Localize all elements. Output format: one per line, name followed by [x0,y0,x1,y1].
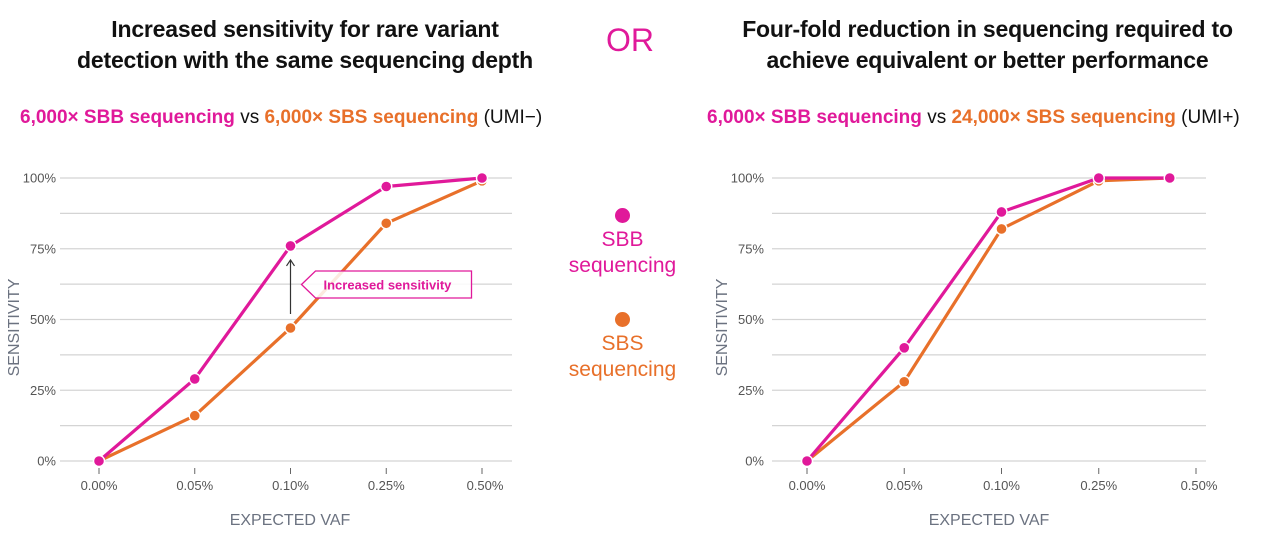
y-tick-label: 100% [731,171,765,186]
left-subtitle-suffix: (UMI−) [483,107,543,128]
x-tick-label: 0.00% [81,478,118,493]
x-tick-label: 0.10% [272,478,309,493]
right-title-line2: achieve equivalent or better performance [766,47,1209,73]
annotation: Increased sensitivity [286,258,473,314]
left-title-line2: detection with the same sequencing depth [77,47,533,73]
legend-sbb-label-line1: SBB [601,228,644,251]
x-tick-label: 0.25% [1080,478,1117,493]
x-axis: 0.00% 0.05% 0.10% 0.25% 0.50% [81,468,504,493]
right-subtitle-sbs: 24,000× SBS sequencing [951,107,1176,128]
y-tick-label: 25% [738,383,764,398]
or-label: OR [606,22,654,58]
data-point [188,409,201,422]
legend-sbs-dot-icon [615,312,630,327]
data-point [380,180,393,193]
annotation-callout-box [300,270,473,299]
right-sensitivity-chart: 0% 25% 50% 75% 100% 0.00% 0.05% 0.10% 0.25% 0.50%… [714,171,1218,530]
x-tick-label: 0.00% [789,478,826,493]
left-title-line1: Increased sensitivity for rare variant [111,16,499,42]
data-point [475,171,489,185]
left-subtitle-sbs: 6,000× SBS sequencing [264,107,479,128]
y-tick-label: 25% [30,383,56,398]
x-tick-label: 0.05% [176,478,213,493]
series-sbb-sequencing [800,171,1176,468]
right-subtitle-suffix: (UMI+) [1181,107,1240,128]
y-tick-label: 100% [23,171,57,186]
data-point [995,222,1008,236]
y-tick-label: 50% [738,312,764,327]
data-point [92,454,106,468]
legend-sbs-label-line1: SBS [601,332,644,355]
y-axis-title: SENSITIVITY [6,278,23,376]
x-axis-title: EXPECTED VAF [230,512,351,529]
series-line [98,179,483,463]
right-chart-subtitle: 6,000× SBB sequencing vs 24,000× SBS seq… [707,107,1240,129]
arrow-up-icon [286,258,295,267]
legend-item-sbs: SBS sequencing [560,312,685,383]
data-point [1163,171,1176,185]
gridlines [772,177,1206,462]
left-chart-title: Increased sensitivity for rare variant d… [40,14,570,76]
y-axis-title: SENSITIVITY [714,278,731,376]
left-chart-subtitle: 6,000× SBB sequencing vs 6,000× SBS sequ… [20,107,542,129]
y-tick-label: 0% [37,454,56,469]
data-point [1092,171,1105,185]
x-axis: 0.00% 0.05% 0.10% 0.25% 0.50% [789,468,1218,493]
data-point [284,239,297,253]
legend-sbs-label-line2: sequencing [568,358,677,381]
x-tick-label: 0.50% [467,478,504,493]
data-point [800,454,814,468]
legend-sbb-label-line2: sequencing [568,254,677,277]
data-point [188,372,201,386]
series-sbs-sequencing [92,174,489,468]
data-point [898,375,911,388]
x-tick-label: 0.10% [983,478,1020,493]
y-axis: 0% 25% 50% 75% 100% [731,171,765,469]
right-chart-title: Four-fold reduction in sequencing requir… [700,14,1275,76]
left-subtitle-sbb: 6,000× SBB sequencing [20,107,235,128]
x-tick-label: 0.25% [368,478,405,493]
right-subtitle-vs: vs [927,107,947,128]
y-tick-label: 0% [745,454,764,469]
data-point [284,321,297,335]
series-sbb-sequencing [92,171,489,468]
data-point [898,341,911,355]
y-axis: 0% 25% 50% 75% 100% [23,171,57,469]
left-sensitivity-chart: 0% 25% 50% 75% 100% 0.00% 0.05% 0.10% 0.25% 0.50%… [6,171,512,529]
right-title-line1: Four-fold reduction in sequencing requir… [742,16,1233,42]
legend-sbb-dot-icon [615,208,630,223]
x-axis-title: EXPECTED VAF [929,512,1050,529]
gridlines [60,177,512,462]
data-point [995,205,1008,219]
legend-item-sbb: SBB sequencing [560,208,685,279]
x-tick-label: 0.05% [886,478,923,493]
y-tick-label: 75% [30,241,56,256]
y-tick-label: 75% [738,241,764,256]
x-tick-label: 0.50% [1181,478,1218,493]
y-tick-label: 50% [30,312,56,327]
annotation-label: Increased sensitivity [324,278,453,293]
data-point [380,217,393,230]
right-subtitle-sbb: 6,000× SBB sequencing [707,107,922,128]
left-subtitle-vs: vs [240,107,260,128]
